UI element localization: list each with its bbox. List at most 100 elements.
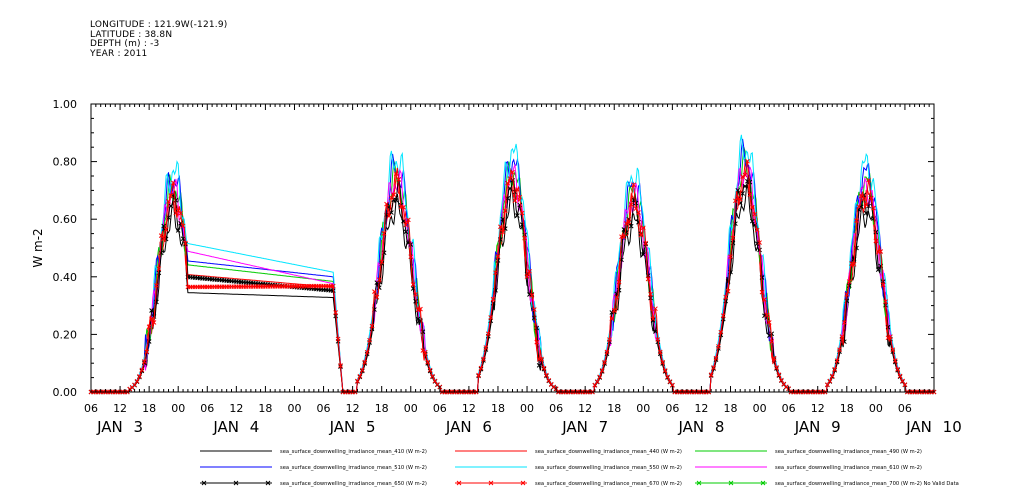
series-marker <box>495 254 501 259</box>
series-marker <box>372 289 377 294</box>
x-tick-label: 06 <box>898 402 912 415</box>
series-marker <box>495 258 501 263</box>
series-marker <box>149 316 154 322</box>
series-marker <box>524 274 530 279</box>
x-tick-label: 18 <box>724 402 738 415</box>
legend-marker <box>728 480 734 486</box>
series-marker <box>866 203 871 209</box>
legend-marker <box>488 480 494 486</box>
series-marker <box>623 221 629 226</box>
series-marker <box>144 349 150 355</box>
series-layer <box>88 134 937 395</box>
series-marker <box>599 368 605 373</box>
series-marker <box>757 240 762 245</box>
series-marker <box>844 292 850 297</box>
legend-label: sea_surface_downwelling_irradiance_mean_… <box>280 465 427 471</box>
series-marker <box>490 300 496 306</box>
series-marker <box>653 329 658 334</box>
series-marker <box>839 334 845 339</box>
series-marker <box>403 222 409 228</box>
series-marker <box>505 180 511 186</box>
series-marker <box>885 335 891 341</box>
series-marker <box>725 288 731 294</box>
series-marker <box>660 359 666 365</box>
day-label: JAN 4 <box>212 418 259 436</box>
series-marker <box>764 312 770 318</box>
x-tick-label: 00 <box>171 402 185 415</box>
series-marker <box>178 210 183 216</box>
legend: sea_surface_downwelling_irradiance_mean_… <box>200 449 959 487</box>
series-marker <box>355 378 360 384</box>
series-marker <box>759 289 765 295</box>
series-marker <box>670 382 675 388</box>
series-marker <box>842 320 847 325</box>
series-marker <box>769 331 775 337</box>
series-marker <box>742 172 748 178</box>
series-marker <box>648 291 653 297</box>
x-tick-label: 06 <box>200 402 214 415</box>
plot-frame <box>90 103 935 393</box>
series-marker <box>779 377 784 383</box>
series-marker <box>541 365 547 371</box>
series-marker <box>522 235 527 241</box>
series-marker <box>330 283 336 289</box>
series-marker <box>902 382 908 387</box>
y-tick-label: 0.40 <box>53 271 78 284</box>
series-marker <box>655 337 661 342</box>
legend-label: sea_surface_downwelling_irradiance_mean_… <box>775 449 922 455</box>
x-tick-label: 00 <box>404 402 418 415</box>
series-marker <box>141 359 147 364</box>
series-marker <box>846 279 852 284</box>
y-tick-label: 0.20 <box>53 328 78 341</box>
legend-label: sea_surface_downwelling_irradiance_mean_… <box>775 481 959 487</box>
series-marker <box>856 204 862 209</box>
series-marker <box>607 337 612 342</box>
series-marker <box>863 210 869 216</box>
series-marker <box>643 240 649 246</box>
series-marker <box>735 195 741 200</box>
series-marker <box>594 379 600 384</box>
x-tick-label: 12 <box>694 402 708 415</box>
series-marker <box>422 349 428 355</box>
series-marker <box>510 177 515 183</box>
series-marker <box>640 252 646 257</box>
legend-label: sea_surface_downwelling_irradiance_mean_… <box>535 481 682 487</box>
series-marker <box>393 197 399 203</box>
series-marker <box>519 210 525 216</box>
axis-layer: 0.00 0.20 0.40 0.60 0.80 1.00 06 12 18 00 06 12 18 00… <box>53 98 962 436</box>
series-marker <box>134 378 140 384</box>
series-marker <box>391 192 397 198</box>
series-marker <box>621 234 627 240</box>
series-marker <box>384 201 389 207</box>
series-marker <box>544 372 549 378</box>
x-tick-label: 00 <box>636 402 650 415</box>
series-marker <box>878 249 884 254</box>
series-marker <box>616 287 622 293</box>
series-marker <box>362 359 368 365</box>
series-marker <box>873 238 879 244</box>
series-marker <box>410 282 416 287</box>
series-marker <box>604 349 610 355</box>
series-marker <box>602 359 607 365</box>
series-marker <box>861 196 867 202</box>
series-marker <box>900 378 905 384</box>
x-tick-label: 12 <box>229 402 243 415</box>
x-tick-label: 00 <box>520 402 534 415</box>
x-tick-label: 06 <box>782 402 796 415</box>
x-tick-label: 12 <box>346 402 360 415</box>
x-tick-label: 00 <box>869 402 883 415</box>
series-marker <box>531 307 537 312</box>
legend-marker <box>520 480 526 486</box>
legend-label: sea_surface_downwelling_irradiance_mean_… <box>280 481 427 487</box>
series-marker <box>776 372 782 378</box>
series-marker <box>749 205 755 210</box>
year-label: YEAR : 2011 <box>90 48 148 59</box>
series-marker <box>534 339 540 345</box>
series-marker <box>381 231 387 236</box>
series-marker <box>432 378 438 384</box>
series-marker <box>396 177 402 182</box>
legend-label: sea_surface_downwelling_irradiance_mean_… <box>535 465 682 471</box>
longitude-label: LONGITUDE : 121.9W(-121.9) <box>90 20 228 30</box>
series-marker <box>413 291 418 297</box>
day-label: JAN 9 <box>794 418 841 436</box>
